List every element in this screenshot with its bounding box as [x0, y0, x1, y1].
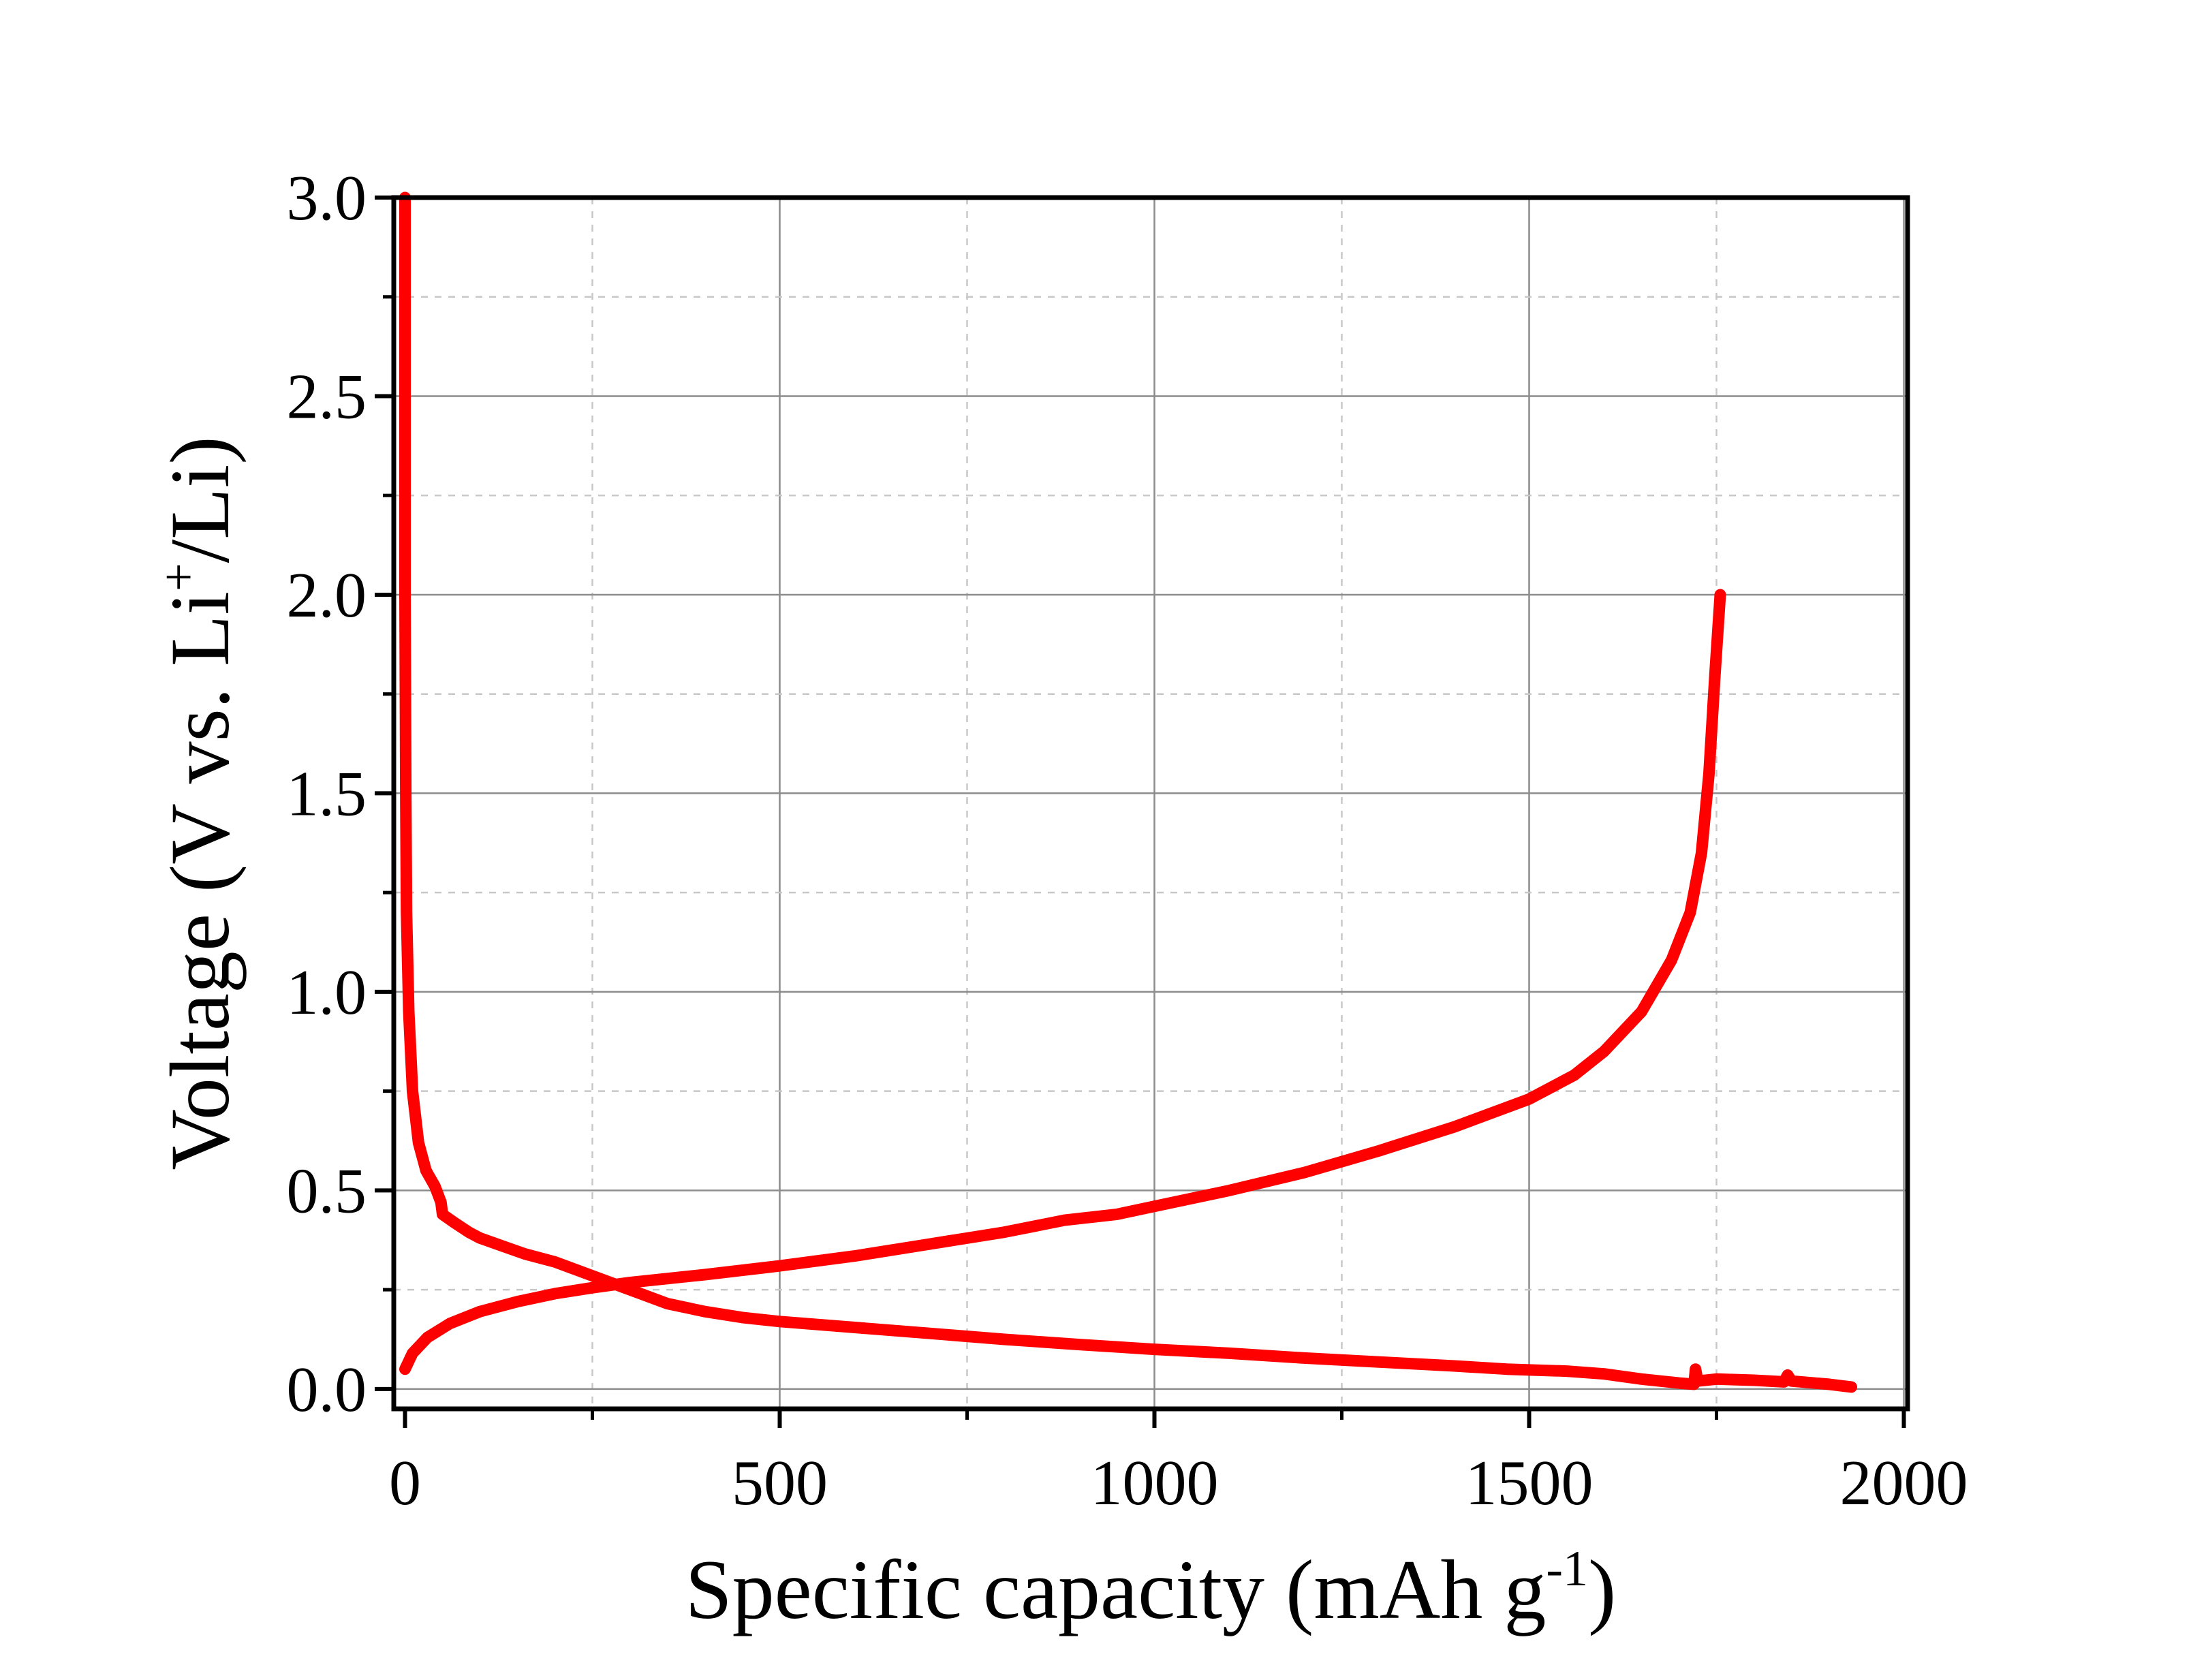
x-tick-label: 0: [389, 1448, 421, 1519]
x-axis-title: Specific capacity (mAh g-1): [685, 1541, 1617, 1636]
y-axis-title-tail: /Li): [153, 436, 247, 563]
x-tick-label: 1500: [1465, 1448, 1594, 1519]
y-tick-label: 2.0: [287, 560, 367, 631]
ticks: [375, 196, 1906, 1428]
series-line-1: [399, 191, 1857, 1393]
y-tick-label: 2.5: [287, 361, 367, 432]
x-axis-title-tail: ): [1588, 1543, 1616, 1636]
y-tick-label: 1.0: [287, 957, 367, 1028]
plot-frame: [391, 195, 1910, 1412]
tick-labels: 0 500 1000 1500 2000 0.0 0.5 1.0 1.5 2.0 2.5 3.0: [287, 163, 1968, 1519]
y-tick-label: 0.0: [287, 1354, 367, 1425]
x-tick-label: 500: [732, 1448, 828, 1519]
series-line-2: [399, 589, 1726, 1375]
y-tick-label: 1.5: [287, 758, 367, 829]
y-axis-title-superscript: +: [151, 563, 207, 591]
x-tick-label: 2000: [1840, 1448, 1968, 1519]
x-axis-title-superscript: -1: [1546, 1541, 1588, 1597]
x-axis-title-text: Specific capacity (mAh g: [685, 1543, 1547, 1636]
y-tick-label: 3.0: [287, 163, 367, 234]
y-axis-title-text: Voltage (V vs. Li: [153, 591, 247, 1170]
y-tick-label: 0.5: [287, 1155, 367, 1226]
y-axis-title: Voltage (V vs. Li+/Li): [151, 436, 247, 1170]
series-layer: [399, 191, 1857, 1393]
x-tick-label: 1000: [1091, 1448, 1219, 1519]
